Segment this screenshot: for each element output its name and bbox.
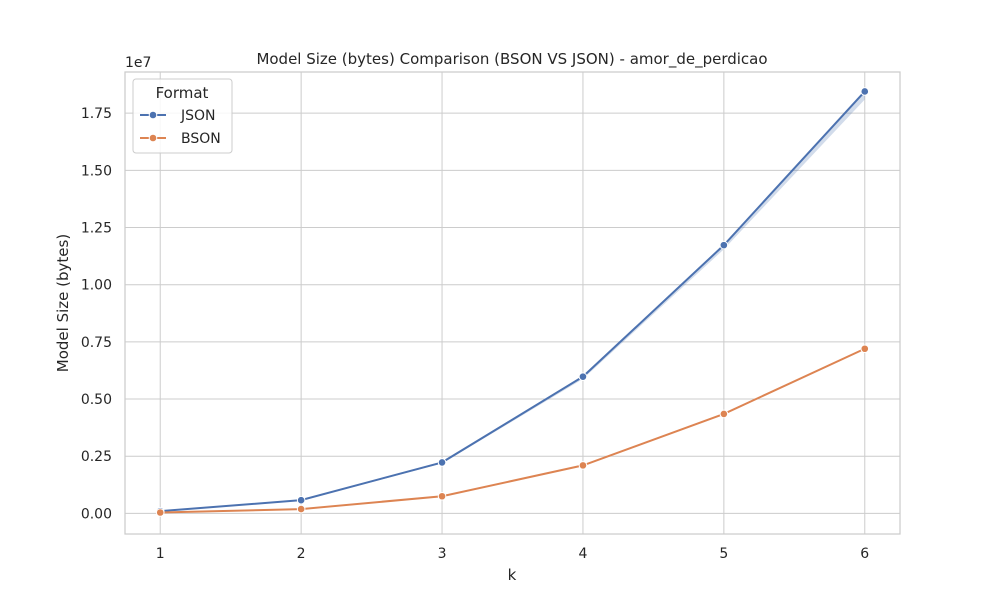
y-tick-label: 0.75 [81, 335, 112, 351]
x-axis-label: k [508, 566, 517, 584]
x-tick-label: 2 [297, 546, 306, 562]
plot-frame [124, 71, 901, 535]
bson-point [155, 508, 165, 517]
y-offset-text: 1e7 [125, 55, 151, 71]
y-tick-labels: 0.00 0.25 0.50 0.75 1.00 1.25 1.50 1.75 [81, 106, 112, 522]
y-tick-label: 1.75 [81, 106, 112, 122]
y-tick-label: 0.00 [81, 506, 112, 522]
bson-line [160, 347, 866, 514]
json-point [578, 372, 588, 381]
chart-title: Model Size (bytes) Comparison (BSON VS J… [256, 50, 767, 69]
series-lines [160, 90, 866, 514]
x-tick-label: 3 [438, 546, 447, 562]
grid [125, 72, 900, 534]
bson-point [437, 491, 447, 501]
json-legend-marker [148, 110, 158, 120]
json-legend-label: JSON [180, 108, 216, 124]
legend-title: Format [156, 84, 209, 102]
y-tick-label: 0.25 [81, 449, 112, 465]
bson-legend-label: BSON [181, 131, 221, 147]
legend: Format JSON BSON [132, 78, 233, 154]
x-tick-label: 1 [156, 546, 165, 562]
bson-point [578, 461, 588, 470]
x-tick-label: 5 [719, 546, 728, 562]
json-point [437, 458, 447, 467]
y-tick-label: 1.50 [81, 163, 112, 179]
x-tick-label: 6 [860, 546, 869, 562]
bson-legend-marker [148, 133, 158, 143]
y-tick-label: 1.00 [81, 278, 112, 294]
series-points [155, 87, 870, 517]
y-axis-label: Model Size (bytes) [54, 234, 72, 372]
bson-point [719, 409, 729, 419]
json-point [719, 240, 729, 250]
plot-area [125, 72, 900, 534]
bson-point [860, 344, 870, 354]
x-tick-labels: 1 2 3 4 5 6 [156, 546, 870, 562]
json-point [860, 87, 870, 96]
json-line [160, 90, 866, 513]
bson-point [296, 504, 306, 514]
json-point [296, 495, 306, 505]
x-tick-label: 4 [578, 546, 587, 562]
legend-box [132, 78, 233, 154]
y-tick-label: 1.25 [81, 221, 112, 237]
y-tick-label: 0.50 [81, 392, 112, 408]
